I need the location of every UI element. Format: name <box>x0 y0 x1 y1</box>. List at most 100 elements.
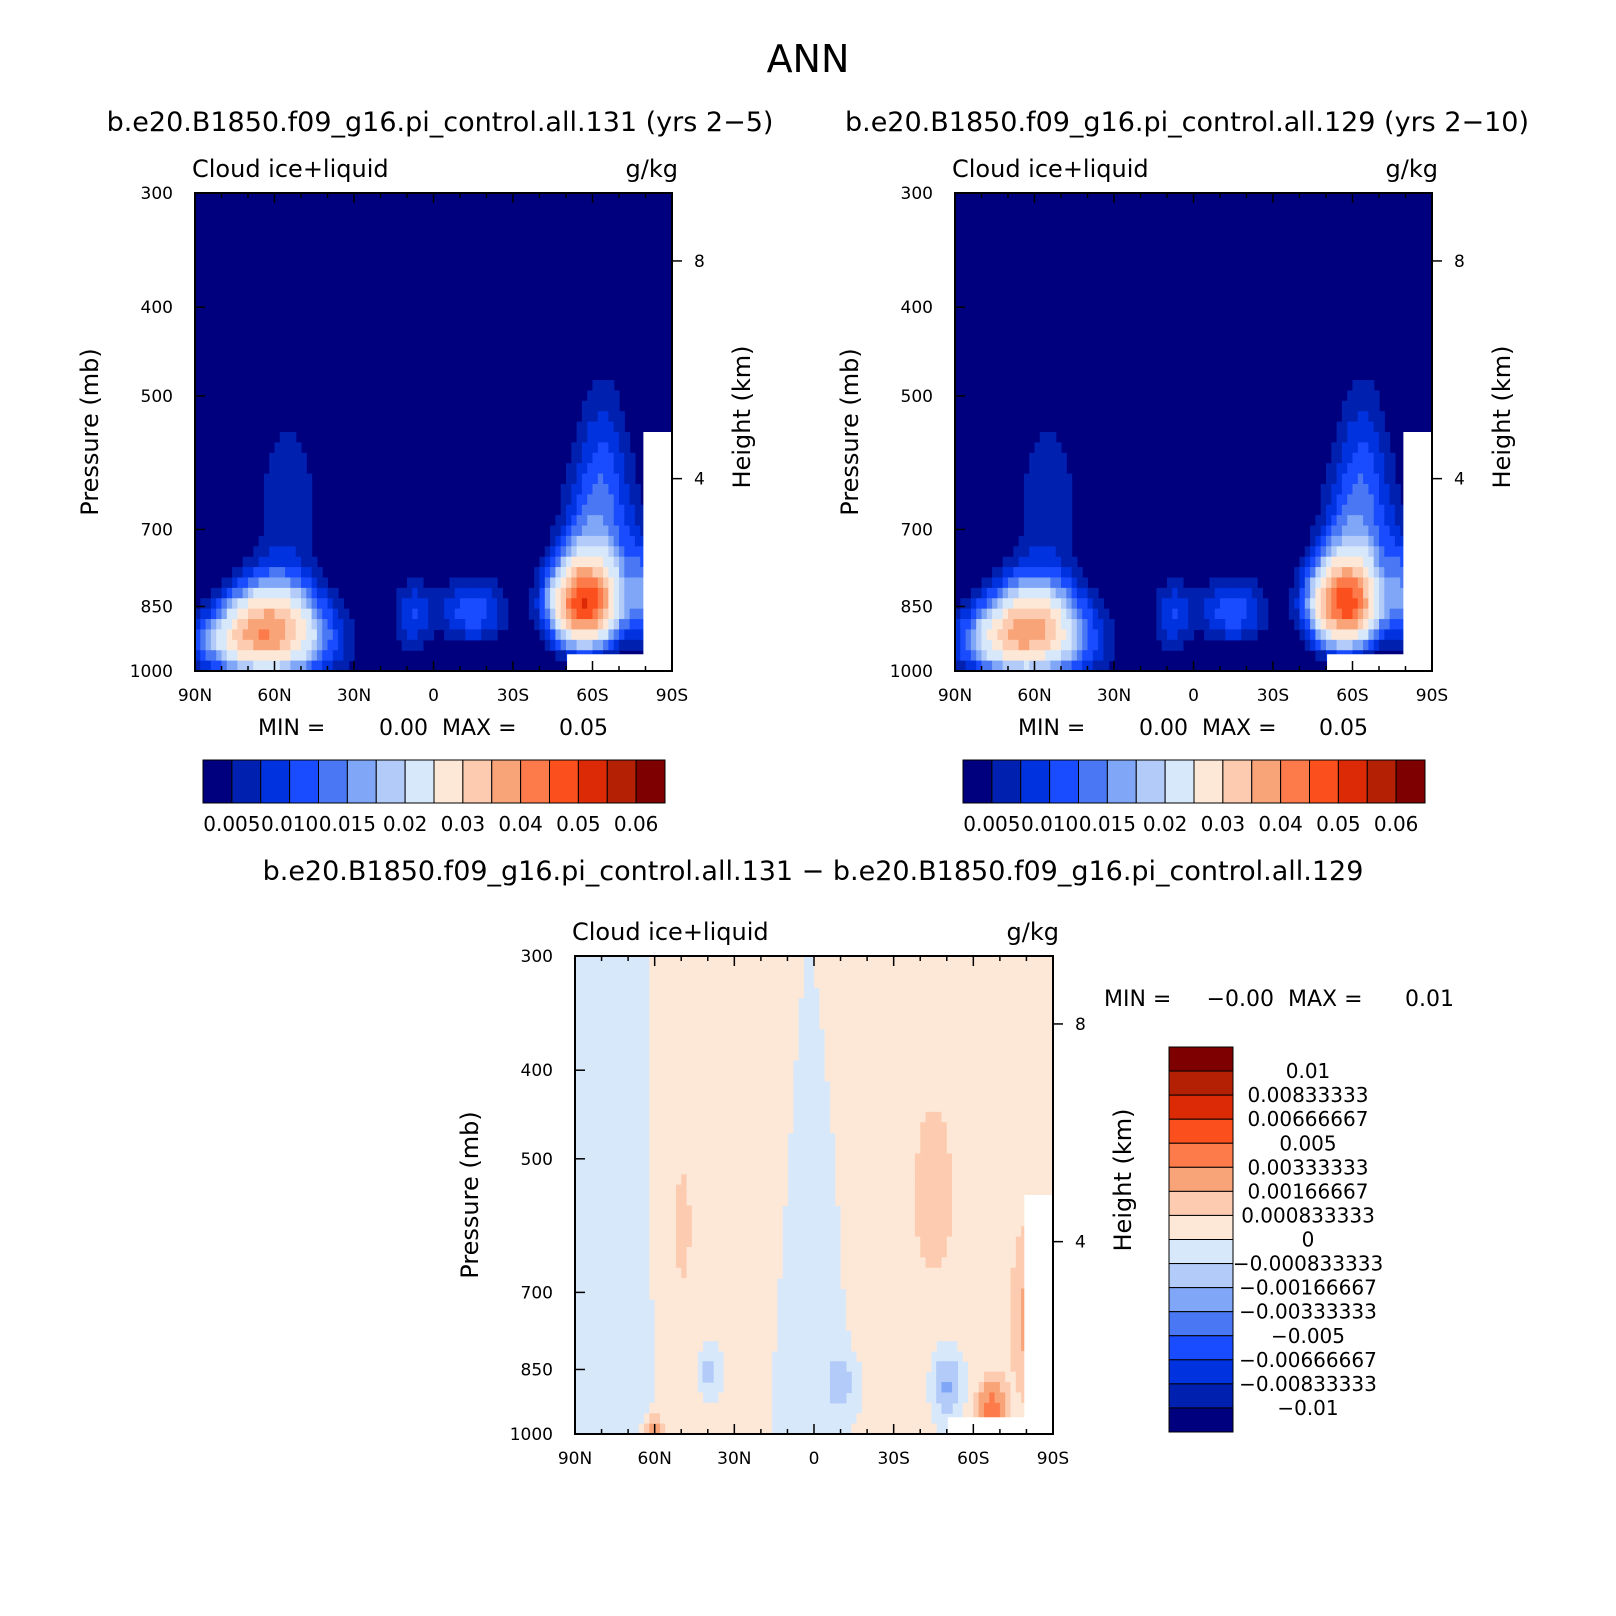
field-cell <box>787 997 794 1009</box>
field-cell <box>1021 1205 1028 1217</box>
field-cell <box>750 1153 757 1165</box>
field-cell <box>946 1288 953 1300</box>
field-cell <box>925 1007 932 1019</box>
field-cell <box>930 1143 937 1155</box>
field-cell <box>210 598 217 610</box>
field-cell <box>1010 1111 1017 1123</box>
field-cell <box>989 987 996 999</box>
field-cell <box>1010 1039 1017 1051</box>
field-cell <box>744 1007 751 1019</box>
field-cell <box>1039 432 1046 443</box>
field-cell <box>1045 577 1051 589</box>
field-cell <box>992 598 998 610</box>
field-cell <box>989 1132 996 1144</box>
field-cell <box>888 1298 895 1310</box>
field-cell <box>702 1122 709 1134</box>
field-cell <box>1246 577 1253 589</box>
field-cell <box>279 535 286 547</box>
field-cell <box>555 546 562 558</box>
field-cell <box>697 1257 704 1269</box>
field-cell <box>909 1184 916 1196</box>
field-cell <box>867 1091 874 1103</box>
field-cell <box>1050 660 1057 671</box>
field-cell <box>263 650 270 662</box>
field-cell <box>481 587 488 599</box>
field-cell <box>739 1091 746 1103</box>
field-cell <box>670 1039 677 1051</box>
field-cell <box>665 1163 672 1175</box>
field-cell <box>221 619 228 631</box>
field-cell <box>893 1278 900 1290</box>
field-cell <box>1352 494 1359 506</box>
field-cell <box>654 1143 661 1155</box>
field-cell <box>739 1319 746 1331</box>
field-cell <box>1352 546 1359 558</box>
field-cell <box>782 1143 789 1155</box>
field-cell <box>888 1257 895 1269</box>
field-cell <box>1204 598 1210 610</box>
field-cell <box>909 1153 916 1165</box>
field-cell <box>766 1091 773 1103</box>
field-cell <box>1031 1018 1038 1030</box>
field-cell <box>242 577 249 589</box>
field-cell <box>686 1413 693 1425</box>
field-cell <box>691 966 698 978</box>
field-cell <box>1299 619 1306 631</box>
field-cell <box>1363 525 1369 537</box>
field-cell <box>396 598 403 610</box>
field-cell <box>1018 577 1025 589</box>
field-cell <box>888 1423 895 1434</box>
field-cell <box>1315 587 1322 599</box>
field-cell <box>1039 556 1046 568</box>
field-cell <box>835 1091 842 1103</box>
field-cell <box>1352 556 1359 568</box>
field-cell <box>1384 556 1391 568</box>
field-cell <box>1002 629 1009 641</box>
field-cell <box>946 1278 953 1290</box>
field-cell <box>845 997 852 1009</box>
field-cell <box>665 976 672 988</box>
field-cell <box>1103 629 1110 641</box>
field-cell <box>861 1111 868 1123</box>
field-cell <box>587 515 594 527</box>
field-cell <box>295 639 302 651</box>
field-cell <box>322 619 329 631</box>
field-cell <box>983 1049 990 1061</box>
field-cell <box>327 619 334 631</box>
field-cell <box>760 1153 767 1165</box>
field-cell <box>861 1413 868 1425</box>
field-cell <box>968 1111 974 1123</box>
field-cell <box>707 1163 714 1175</box>
field-cell <box>760 1049 767 1061</box>
field-cell <box>444 619 450 631</box>
field-cell <box>973 1257 980 1269</box>
field-cell <box>750 1382 757 1394</box>
field-cell <box>755 997 762 1009</box>
field-cell <box>771 1163 778 1175</box>
field-cell <box>999 1402 1006 1414</box>
field-cell <box>697 1330 704 1342</box>
field-cell <box>872 987 879 999</box>
field-cell <box>597 535 604 547</box>
field-cell <box>734 1382 741 1394</box>
field-cell <box>343 639 350 651</box>
field-cell <box>898 1246 905 1258</box>
field-cell <box>1002 650 1009 662</box>
field-cell <box>760 1371 767 1383</box>
field-cell <box>343 619 350 631</box>
field-cell <box>744 1361 751 1373</box>
field-cell <box>1235 608 1242 620</box>
field-cell <box>729 1039 735 1051</box>
field-cell <box>744 1371 751 1383</box>
field-cell <box>883 1049 889 1061</box>
field-cell <box>771 1309 778 1321</box>
field-cell <box>274 650 281 662</box>
field-cell <box>1005 1361 1012 1373</box>
field-cell <box>665 1039 672 1051</box>
field-cell <box>285 608 291 620</box>
field-cell <box>1034 660 1041 671</box>
field-cell <box>1167 639 1173 651</box>
field-cell <box>1015 1070 1022 1082</box>
field-cell <box>898 997 905 1009</box>
field-cell <box>1015 1226 1022 1238</box>
